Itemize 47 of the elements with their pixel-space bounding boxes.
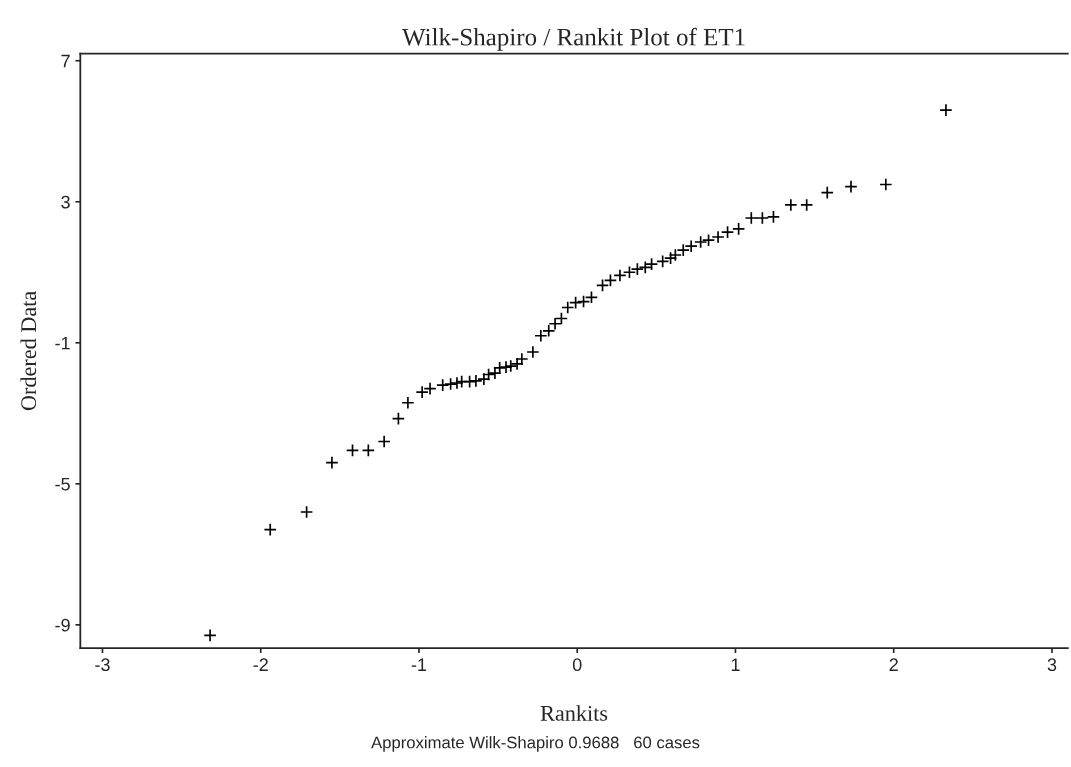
y-axis-title: Ordered Data: [20, 291, 37, 411]
x-tick-label: -1: [411, 658, 427, 671]
x-tick-label: 2: [889, 658, 898, 671]
x-tick-label: 3: [1047, 658, 1057, 672]
point: [879, 177, 893, 192]
point: [613, 268, 627, 283]
point: [711, 230, 725, 244]
point: [263, 523, 277, 537]
x-axis-title: Rankits: [540, 705, 608, 721]
point: [345, 443, 360, 457]
point: [526, 345, 540, 359]
y-tick-label: -5: [55, 477, 70, 491]
point: [481, 367, 496, 382]
point: [844, 179, 858, 194]
point: [731, 222, 746, 236]
point: [939, 103, 953, 117]
point: [694, 235, 708, 249]
point: [469, 374, 483, 388]
point: [800, 198, 814, 212]
point: [436, 378, 450, 392]
x-tick-label: 1: [731, 658, 740, 671]
point: [299, 505, 314, 519]
point: [744, 211, 758, 225]
x-tick-label: -3: [95, 658, 110, 672]
point: [401, 396, 415, 410]
point: [820, 185, 834, 200]
y-tick-label: 3: [61, 195, 70, 209]
point: [450, 376, 464, 390]
point: [203, 628, 217, 643]
y-tick-label: 7: [61, 54, 70, 68]
point: [361, 443, 375, 457]
point: [377, 434, 391, 449]
point: [766, 210, 781, 224]
point: [784, 198, 798, 212]
x-tick-label: -2: [253, 658, 268, 671]
point: [701, 233, 716, 247]
chart-title: Wilk-Shapiro / Rankit Plot of ET1: [402, 27, 745, 51]
point: [755, 211, 770, 225]
point: [504, 359, 518, 373]
point: [443, 377, 458, 391]
point: [720, 225, 735, 239]
y-tick-label: -9: [55, 618, 70, 632]
x-tick-label: 0: [572, 658, 582, 672]
point: [391, 411, 406, 426]
text: Approximate Wilk-Shapiro 0.9688 60 cases: [371, 736, 700, 752]
point: [325, 456, 339, 470]
y-tick-label: -1: [55, 336, 70, 350]
